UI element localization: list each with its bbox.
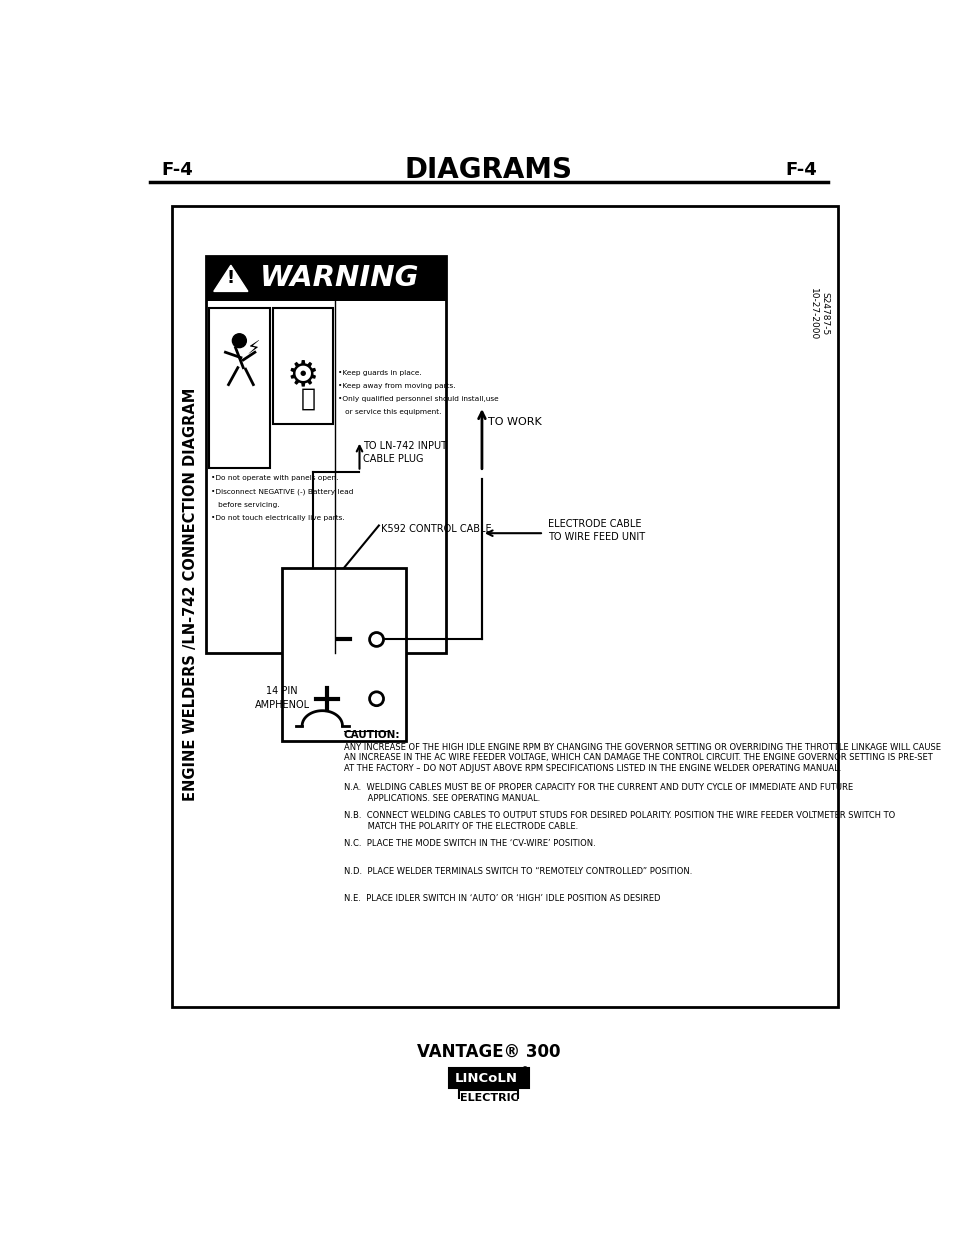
Text: •Keep guards in place.: •Keep guards in place. xyxy=(337,370,421,375)
Text: K592 CONTROL CABLE: K592 CONTROL CABLE xyxy=(381,525,492,535)
Text: before servicing.: before servicing. xyxy=(211,501,279,508)
Bar xyxy=(172,206,838,1007)
Bar xyxy=(273,309,333,424)
Circle shape xyxy=(233,333,246,347)
Bar xyxy=(206,256,446,652)
Text: ✋: ✋ xyxy=(300,387,315,410)
Bar xyxy=(459,1091,517,1107)
Text: DIAGRAMS: DIAGRAMS xyxy=(404,156,573,184)
Polygon shape xyxy=(213,266,248,291)
Bar xyxy=(206,256,446,300)
Bar xyxy=(209,308,270,468)
Text: 10-27-2000: 10-27-2000 xyxy=(808,288,818,340)
Text: ELECTRODE CABLE
TO WIRE FEED UNIT: ELECTRODE CABLE TO WIRE FEED UNIT xyxy=(547,519,644,542)
Text: •Disconnect NEGATIVE (-) Battery lead: •Disconnect NEGATIVE (-) Battery lead xyxy=(211,489,353,495)
Text: ⚙: ⚙ xyxy=(287,358,318,393)
Text: ELECTRIC: ELECTRIC xyxy=(459,1093,517,1103)
Text: N.C.  PLACE THE MODE SWITCH IN THE ‘CV-WIRE’ POSITION.: N.C. PLACE THE MODE SWITCH IN THE ‘CV-WI… xyxy=(344,839,595,848)
Text: TO LN-742 INPUT
CABLE PLUG: TO LN-742 INPUT CABLE PLUG xyxy=(363,441,447,464)
Text: VANTAGE® 300: VANTAGE® 300 xyxy=(416,1042,560,1061)
Bar xyxy=(448,1068,529,1088)
Text: !: ! xyxy=(227,269,234,288)
Text: LINCoLN: LINCoLN xyxy=(454,1072,517,1084)
Text: S24787-5: S24787-5 xyxy=(820,293,828,336)
Text: N.B.  CONNECT WELDING CABLES TO OUTPUT STUDS FOR DESIRED POLARITY. POSITION THE : N.B. CONNECT WELDING CABLES TO OUTPUT ST… xyxy=(344,811,894,820)
Text: F-4: F-4 xyxy=(162,161,193,179)
Text: TO WORK: TO WORK xyxy=(488,416,541,426)
Text: •Only qualified personnel should install,use: •Only qualified personnel should install… xyxy=(337,396,497,403)
Text: ENGINE WELDERS /LN-742 CONNECTION DIAGRAM: ENGINE WELDERS /LN-742 CONNECTION DIAGRA… xyxy=(183,388,198,802)
Text: MATCH THE POLARITY OF THE ELECTRODE CABLE.: MATCH THE POLARITY OF THE ELECTRODE CABL… xyxy=(344,823,578,831)
Text: N.D.  PLACE WELDER TERMINALS SWITCH TO “REMOTELY CONTROLLED” POSITION.: N.D. PLACE WELDER TERMINALS SWITCH TO “R… xyxy=(344,867,692,876)
Text: APPLICATIONS. SEE OPERATING MANUAL.: APPLICATIONS. SEE OPERATING MANUAL. xyxy=(344,794,539,803)
Text: •Keep away from moving parts.: •Keep away from moving parts. xyxy=(337,383,455,389)
Text: AN INCREASE IN THE AC WIRE FEEDER VOLTAGE, WHICH CAN DAMAGE THE CONTROL CIRCUIT.: AN INCREASE IN THE AC WIRE FEEDER VOLTAG… xyxy=(344,753,932,762)
Text: •Do not touch electrically live parts.: •Do not touch electrically live parts. xyxy=(211,515,344,521)
Bar xyxy=(282,568,406,741)
Text: ⚡: ⚡ xyxy=(246,338,260,358)
Text: AT THE FACTORY – DO NOT ADJUST ABOVE RPM SPECIFICATIONS LISTED IN THE ENGINE WEL: AT THE FACTORY – DO NOT ADJUST ABOVE RPM… xyxy=(344,764,841,773)
Text: 14 PIN
AMPHENOL: 14 PIN AMPHENOL xyxy=(254,685,309,710)
Text: WARNING: WARNING xyxy=(260,264,419,293)
Text: N.A.  WELDING CABLES MUST BE OF PROPER CAPACITY FOR THE CURRENT AND DUTY CYCLE O: N.A. WELDING CABLES MUST BE OF PROPER CA… xyxy=(344,783,852,793)
Text: CAUTION:: CAUTION: xyxy=(344,730,400,740)
Text: ®: ® xyxy=(520,1066,528,1076)
Text: •Do not operate with panels open.: •Do not operate with panels open. xyxy=(211,475,338,482)
Text: or service this equipment.: or service this equipment. xyxy=(337,409,441,415)
Text: ANY INCREASE OF THE HIGH IDLE ENGINE RPM BY CHANGING THE GOVERNOR SETTING OR OVE: ANY INCREASE OF THE HIGH IDLE ENGINE RPM… xyxy=(344,742,940,752)
Text: N.E.  PLACE IDLER SWITCH IN ‘AUTO’ OR ‘HIGH’ IDLE POSITION AS DESIRED: N.E. PLACE IDLER SWITCH IN ‘AUTO’ OR ‘HI… xyxy=(344,894,659,903)
Text: F-4: F-4 xyxy=(784,161,816,179)
